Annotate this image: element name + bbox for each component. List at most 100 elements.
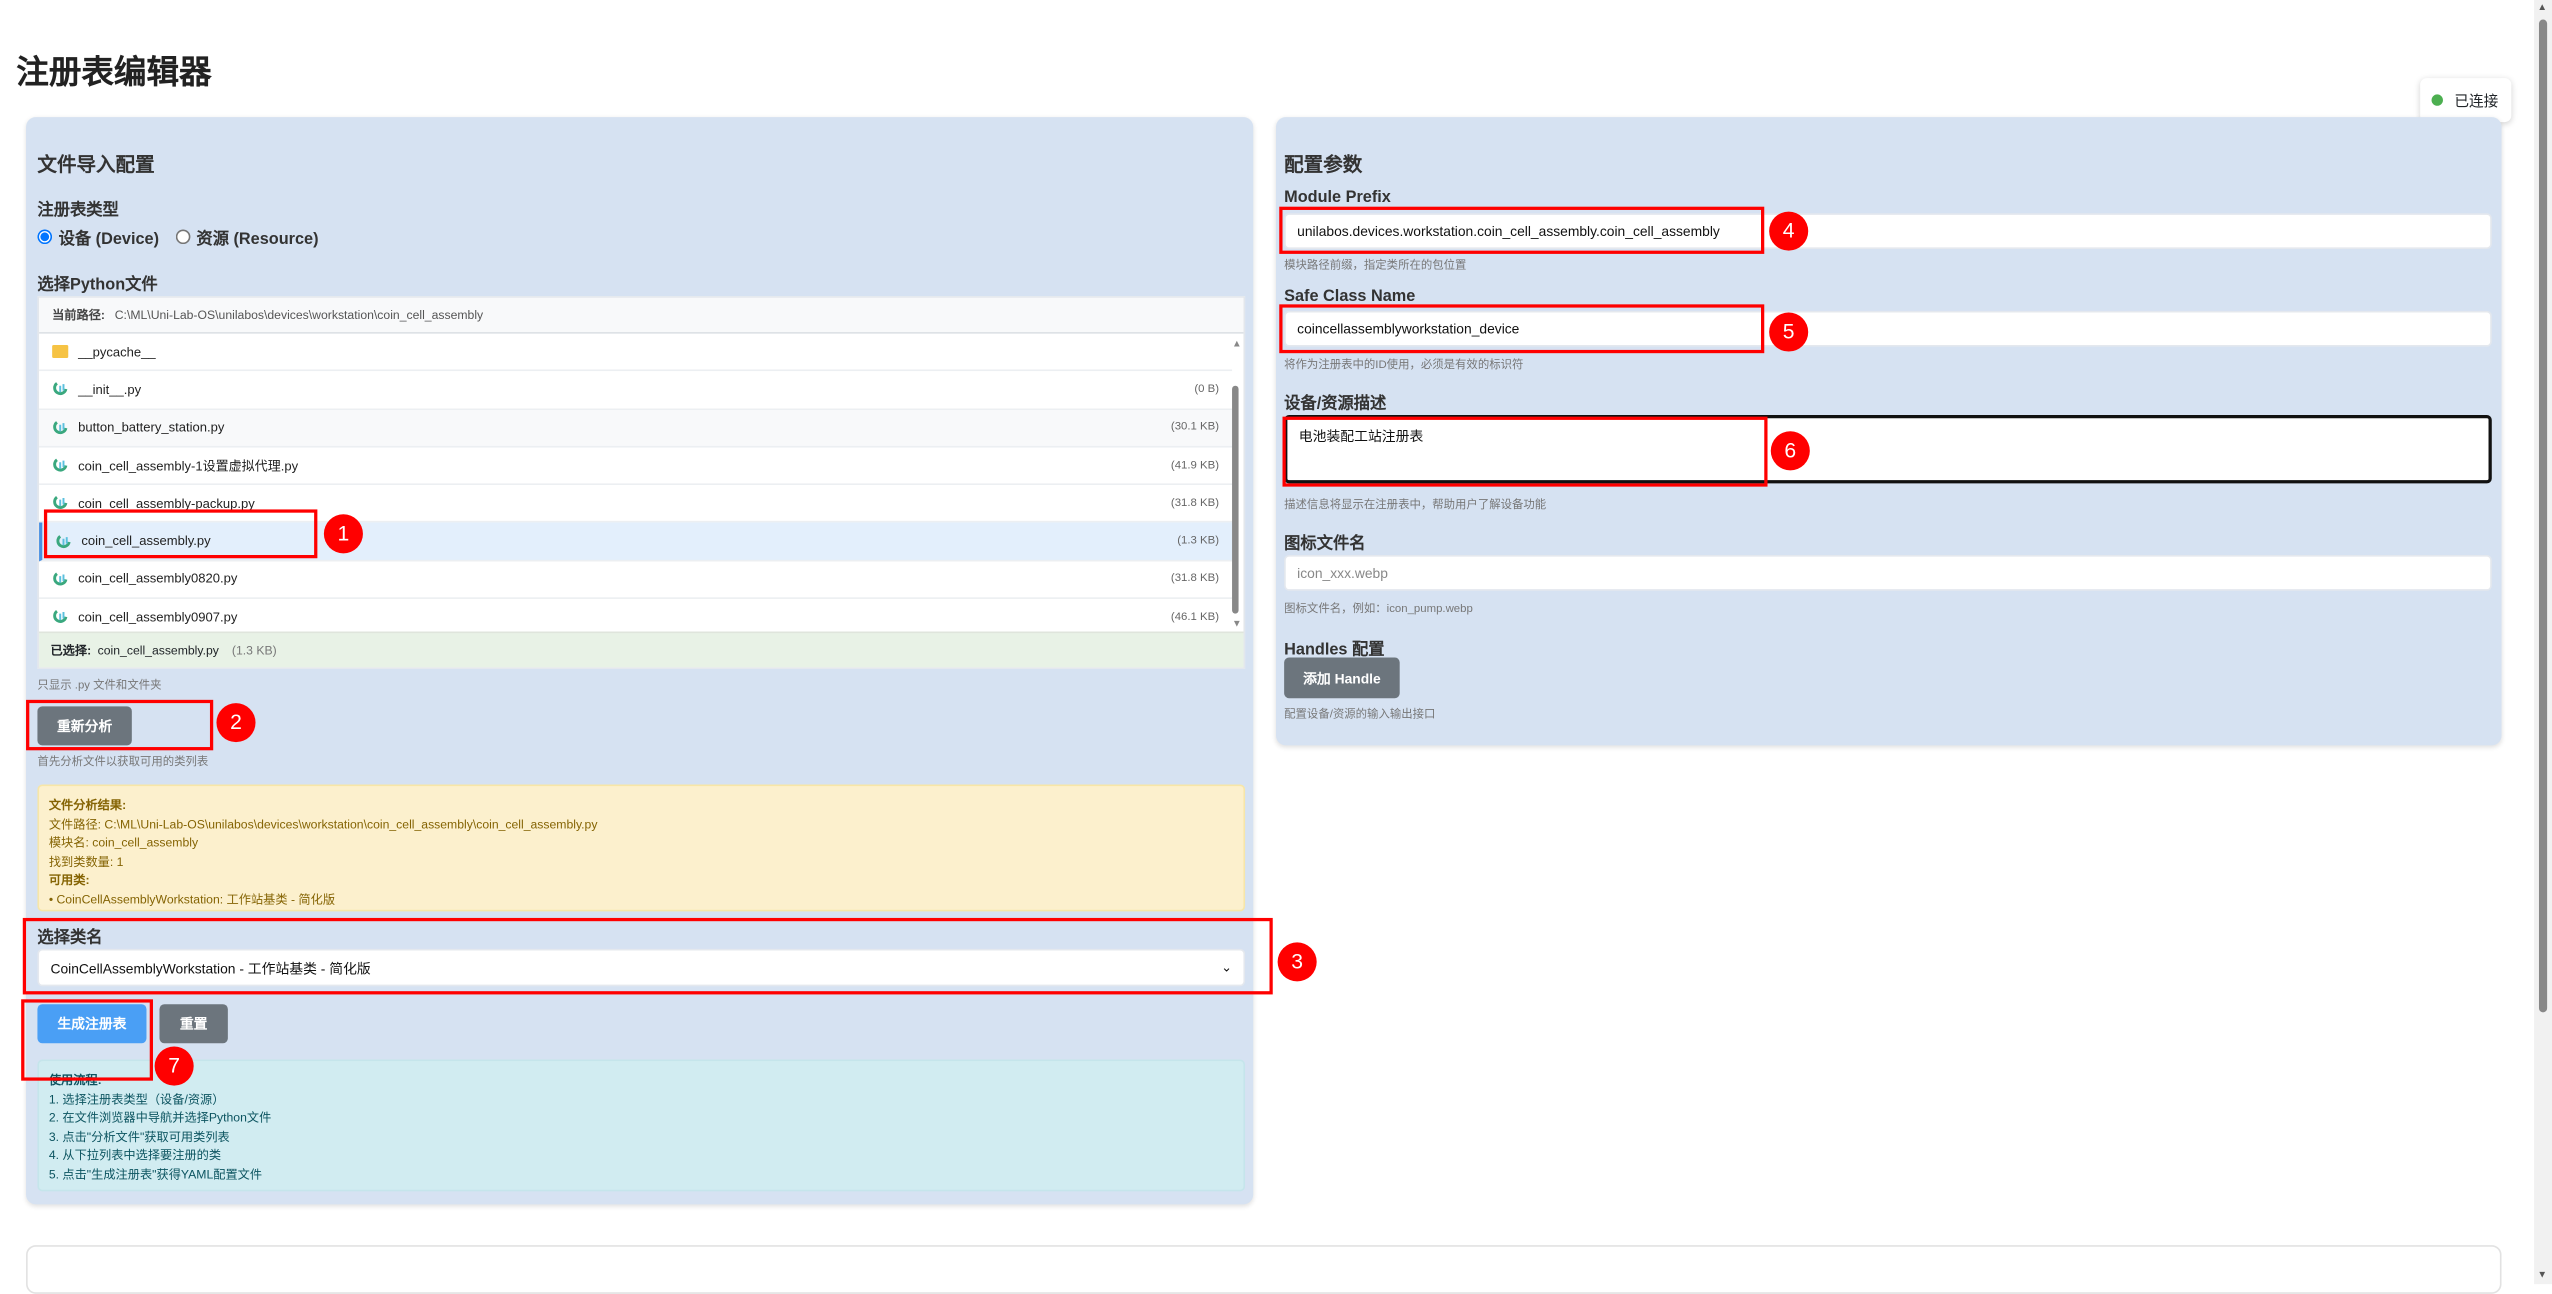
icon-file-label: 图标文件名 xyxy=(1284,535,1366,554)
safe-class-input[interactable]: coincellassemblyworkstation_device xyxy=(1284,310,2492,347)
annotation-box-2 xyxy=(26,699,214,751)
description-label: 设备/资源描述 xyxy=(1284,395,1387,414)
result-title: 文件分析结果: xyxy=(48,797,127,813)
reset-button[interactable]: 重置 xyxy=(159,1004,228,1044)
python-file-icon xyxy=(52,457,68,473)
file-name: coin_cell_assembly-packup.py xyxy=(78,496,255,511)
status-dot-icon xyxy=(2431,94,2443,106)
annotation-box-7 xyxy=(21,999,153,1081)
selected-file-name: coin_cell_assembly.py xyxy=(97,642,219,658)
annotation-box-3 xyxy=(22,917,1273,995)
selected-label: 已选择: xyxy=(50,642,92,658)
icon-file-hint: 图标文件名，例如：icon_pump.webp xyxy=(1284,603,1473,616)
usage-title: 使用流程: xyxy=(48,1072,102,1088)
annotation-badge-1: 1 xyxy=(323,514,363,554)
handles-label: Handles 配置 xyxy=(1284,641,1385,660)
python-file-icon xyxy=(55,533,71,549)
annotation-badge-2: 2 xyxy=(216,703,256,743)
annotation-badge-5: 5 xyxy=(1769,312,1809,352)
selected-file-info: 已选择: coin_cell_assembly.py (1.3 KB) xyxy=(39,631,1244,668)
radio-resource-label: 资源 (Resource) xyxy=(196,231,319,250)
file-item[interactable]: __init__.py (0 B) xyxy=(39,372,1233,410)
connection-status: 已连接 xyxy=(2420,78,2512,123)
bottom-card xyxy=(26,1245,2502,1294)
annotation-box-4 xyxy=(1279,206,1765,254)
file-size: (31.8 KB) xyxy=(1170,573,1220,585)
file-item[interactable]: coin_cell_assembly0820.py (31.8 KB) xyxy=(39,561,1233,600)
file-list: __pycache__ __init__.py (0 B) button_batter… xyxy=(39,334,1243,637)
file-name: coin_cell_assembly-1设置虚拟代理.py xyxy=(78,458,299,473)
usage-step: 5. 点击"生成注册表"获得YAML配置文件 xyxy=(48,1166,263,1181)
file-size: (31.8 KB) xyxy=(1170,497,1220,510)
current-path: C:\ML\Uni-Lab-OS\unilabos\devices\workst… xyxy=(114,307,484,323)
file-name: __pycache__ xyxy=(78,344,156,360)
file-item[interactable]: button_battery_station.py (30.1 KB) xyxy=(39,409,1233,448)
handles-hint: 配置设备/资源的输入输出接口 xyxy=(1284,709,1436,722)
usage-step: 1. 选择注册表类型（设备/资源） xyxy=(48,1091,225,1106)
file-size: (46.1 KB) xyxy=(1170,611,1220,623)
file-size: (30.1 KB) xyxy=(1170,421,1220,434)
select-file-label: 选择Python文件 xyxy=(37,276,158,295)
description-hint: 描述信息将显示在注册表中，帮助用户了解设备功能 xyxy=(1284,499,1547,512)
python-file-icon xyxy=(52,382,68,398)
file-name: __init__.py xyxy=(78,382,142,398)
module-prefix-label: Module Prefix xyxy=(1284,188,1391,207)
safe-class-hint: 将作为注册表中的ID使用，必须是有效的标识符 xyxy=(1284,359,1524,372)
page-scrollbar[interactable]: ▲ ▼ xyxy=(2534,0,2552,1285)
annotation-badge-6: 6 xyxy=(1770,431,1810,471)
folder-item[interactable]: __pycache__ xyxy=(39,334,1233,372)
class-select[interactable]: CoinCellAssemblyWorkstation - 工作站基类 - 简化… xyxy=(37,948,1246,987)
config-panel: 配置参数 Module Prefix unilabos.devices.work… xyxy=(1275,117,2502,746)
file-hint: 只显示 .py 文件和文件夹 xyxy=(37,680,162,692)
status-label: 已连接 xyxy=(2454,92,2499,110)
annotation-box-6 xyxy=(1282,416,1768,487)
add-handle-button[interactable]: 添加 Handle xyxy=(1284,657,1400,699)
generate-registry-button[interactable]: 生成注册表 xyxy=(37,1004,147,1044)
usage-step: 3. 点击"分析文件"获取可用类列表 xyxy=(48,1128,230,1144)
radio-device-label: 设备 (Device) xyxy=(58,231,159,250)
file-name: button_battery_station.py xyxy=(78,420,225,435)
file-item[interactable]: coin_cell_assembly-1设置虚拟代理.py (41.9 KB) xyxy=(39,447,1233,486)
python-file-icon xyxy=(52,609,68,625)
usage-step: 2. 在文件浏览器中导航并选择Python文件 xyxy=(48,1109,272,1125)
python-file-icon xyxy=(52,419,68,435)
annotation-badge-4: 4 xyxy=(1769,211,1809,251)
radio-resource[interactable]: 资源 (Resource) xyxy=(175,225,319,250)
registry-type-label: 注册表类型 xyxy=(37,201,119,220)
result-module: 模块名: coin_cell_assembly xyxy=(48,834,199,850)
file-size: (41.9 KB) xyxy=(1170,459,1220,472)
usage-step: 4. 从下拉列表中选择要注册的类 xyxy=(48,1147,222,1163)
panel-title: 配置参数 xyxy=(1284,152,1363,176)
radio-device[interactable]: 设备 (Device) xyxy=(37,225,159,249)
class-name-label: 选择类名 xyxy=(37,929,103,948)
module-prefix-input[interactable]: unilabos.devices.workstation.coin_cell_a… xyxy=(1284,213,2492,250)
file-name: coin_cell_assembly.py xyxy=(81,534,211,549)
path-label: 当前路径: xyxy=(52,307,105,323)
icon-file-input[interactable]: icon_xxx.webp xyxy=(1284,554,2492,591)
file-item[interactable]: coin_cell_assembly.py (1.3 KB) xyxy=(39,523,1233,562)
folder-icon xyxy=(52,344,69,360)
annotation-box-5 xyxy=(1279,304,1765,354)
file-list-scrollbar[interactable]: ▲ ▼ xyxy=(1232,340,1242,630)
class-select-value: CoinCellAssemblyWorkstation - 工作站基类 - 简化… xyxy=(50,959,371,976)
annotation-badge-3: 3 xyxy=(1277,942,1317,982)
file-size: (1.3 KB) xyxy=(1177,535,1220,548)
file-size: (0 B) xyxy=(1194,384,1220,396)
page-title: 注册表编辑器 xyxy=(16,55,212,92)
panel-title: 文件导入配置 xyxy=(37,152,155,176)
file-import-panel: 文件导入配置 注册表类型 设备 (Device) 资源 (Resource) 选… xyxy=(26,117,1254,1205)
python-file-icon xyxy=(52,495,68,511)
file-browser: 当前路径: C:\ML\Uni-Lab-OS\unilabos\devices\w… xyxy=(37,296,1246,669)
python-file-icon xyxy=(52,571,68,587)
reanalyze-button[interactable]: 重新分析 xyxy=(37,706,132,746)
safe-class-label: Safe Class Name xyxy=(1284,288,1416,306)
result-path: 文件路径: C:\ML\Uni-Lab-OS\unilabos\devices\… xyxy=(48,816,598,831)
analyze-hint: 首先分析文件以获取可用的类列表 xyxy=(37,756,209,769)
file-item[interactable]: coin_cell_assembly-packup.py (31.8 KB) xyxy=(39,485,1233,524)
file-name: coin_cell_assembly0907.py xyxy=(78,609,238,625)
file-name: coin_cell_assembly0820.py xyxy=(78,571,238,587)
description-textarea[interactable]: 电池装配工站注册表 xyxy=(1284,415,2492,484)
usage-guide: 使用流程: 1. 选择注册表类型（设备/资源） 2. 在文件浏览器中导航并选择P… xyxy=(37,1059,1246,1192)
classes-title: 可用类: xyxy=(48,872,90,888)
annotation-badge-7: 7 xyxy=(154,1046,194,1086)
